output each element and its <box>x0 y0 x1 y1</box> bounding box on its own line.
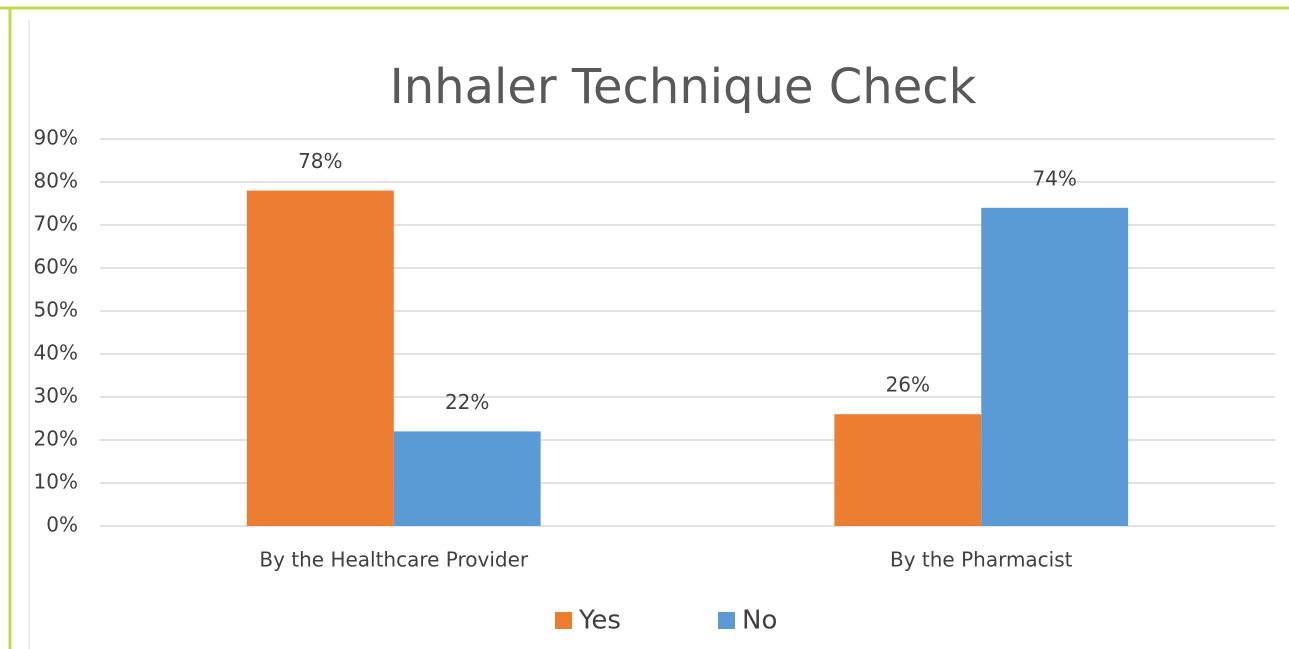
y-tick-label: 10% <box>34 470 78 494</box>
y-tick-label: 50% <box>34 298 78 322</box>
x-tick-label: By the Pharmacist <box>890 548 1073 572</box>
bar <box>981 207 1129 527</box>
chart-title: Inhaler Technique Check <box>390 59 977 115</box>
bar <box>246 190 394 526</box>
y-tick-label: 70% <box>34 212 78 236</box>
data-label: 74% <box>1032 166 1076 190</box>
data-label: 78% <box>298 149 342 173</box>
data-label: 26% <box>886 373 930 397</box>
y-tick-label: 20% <box>34 427 78 451</box>
legend-swatch <box>555 612 572 629</box>
legend-label: No <box>742 606 777 636</box>
bar <box>834 414 982 526</box>
x-tick-label: By the Healthcare Provider <box>259 548 529 572</box>
y-tick-label: 30% <box>34 384 78 408</box>
legend-swatch <box>718 612 735 629</box>
y-tick-label: 0% <box>46 513 78 537</box>
y-tick-label: 40% <box>34 341 78 365</box>
y-tick-label: 80% <box>34 169 78 193</box>
y-tick-label: 60% <box>34 255 78 279</box>
legend-label: Yes <box>578 606 621 636</box>
bar <box>393 431 541 526</box>
data-label: 22% <box>445 390 489 414</box>
y-tick-label: 90% <box>34 126 78 150</box>
